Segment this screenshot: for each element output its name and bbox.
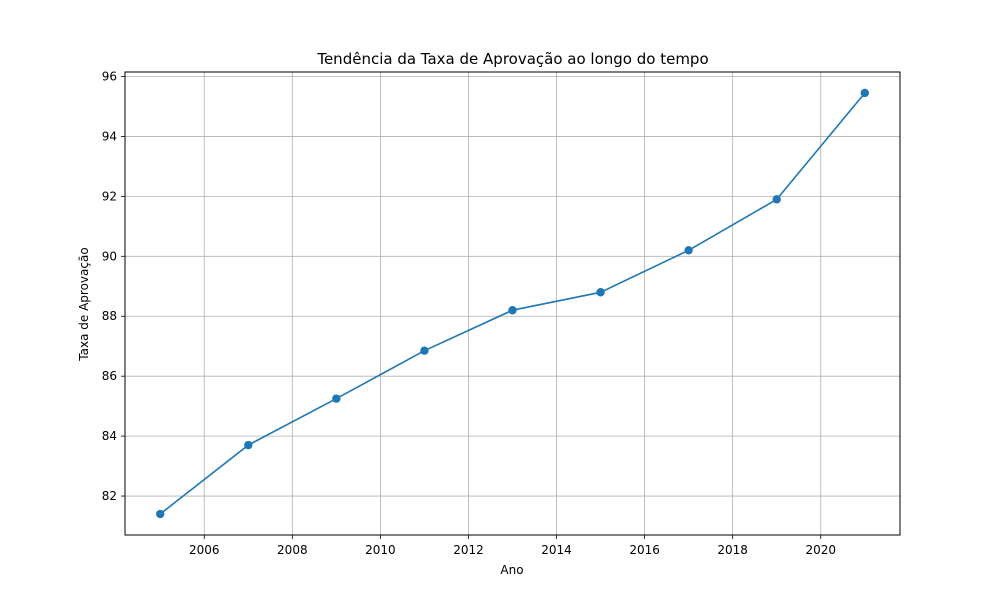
y-tick-label: 86 <box>102 369 117 383</box>
x-tick-label: 2010 <box>365 543 396 557</box>
plot-frame <box>124 71 901 536</box>
data-point <box>772 195 781 204</box>
x-tick-label: 2020 <box>805 543 836 557</box>
y-tick-label: 96 <box>102 69 117 83</box>
y-axis-label: Taxa de Aprovação <box>77 247 91 361</box>
chart-title: Tendência da Taxa de Aprovação ao longo … <box>316 50 708 68</box>
x-axis-label: Ano <box>500 563 523 577</box>
data-point <box>596 288 605 297</box>
series-layer <box>156 88 869 519</box>
data-point <box>332 394 341 403</box>
y-tick-label: 82 <box>102 489 117 503</box>
y-tick-label: 84 <box>102 429 117 443</box>
grid <box>125 72 900 535</box>
y-tick-label: 92 <box>102 189 117 203</box>
x-tick-label: 2014 <box>541 543 572 557</box>
data-point <box>420 346 429 355</box>
data-point <box>156 509 165 519</box>
data-point <box>244 440 253 450</box>
x-tick-label: 2006 <box>189 543 220 557</box>
x-tick-label: 2008 <box>277 543 308 557</box>
x-tick-label: 2018 <box>717 543 748 557</box>
x-tick-label: 2016 <box>629 543 660 557</box>
y-tick-label: 94 <box>102 129 117 143</box>
x-axis: 2006 2008 2010 2012 2014 2016 2018 2020 <box>189 535 836 557</box>
y-tick-label: 88 <box>102 309 117 323</box>
data-point <box>684 246 693 255</box>
series-line <box>159 92 866 515</box>
y-axis: 82 84 86 88 90 92 94 96 <box>102 69 125 503</box>
x-tick-label: 2012 <box>453 543 484 557</box>
data-point <box>860 88 869 98</box>
data-point <box>508 306 517 315</box>
y-tick-label: 90 <box>102 249 117 263</box>
